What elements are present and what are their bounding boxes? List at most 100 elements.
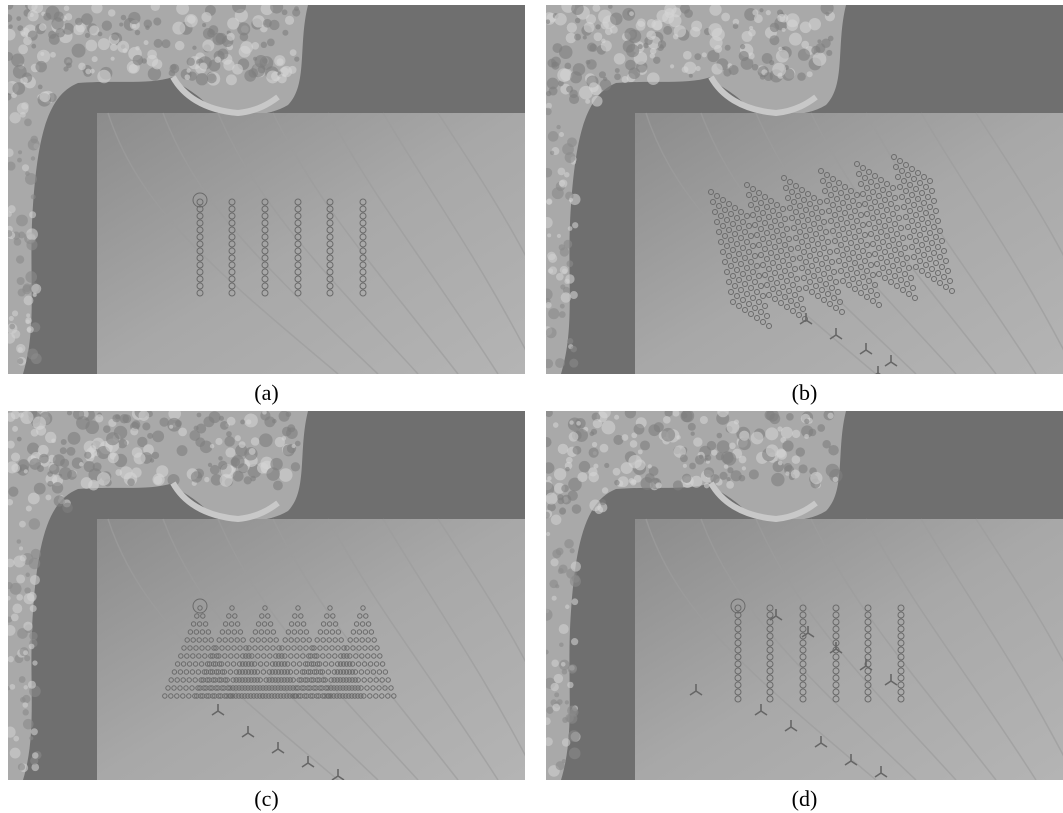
land-texture [726,477,730,481]
land-texture [593,419,602,428]
land-texture [560,304,565,309]
land-texture [204,477,209,482]
land-texture [152,59,162,69]
land-texture [557,234,561,238]
land-texture [589,431,594,436]
land-texture [235,435,241,441]
land-texture [600,499,606,505]
land-texture [554,468,566,480]
land-texture [169,425,173,429]
land-texture [61,439,67,445]
land-texture [35,61,46,72]
land-texture [207,73,217,83]
land-texture [551,660,558,667]
land-texture [691,432,695,436]
land-texture [145,25,150,30]
land-texture [569,420,573,424]
land-texture [766,444,779,457]
land-texture [699,455,704,460]
land-texture [567,338,573,344]
land-texture [32,660,37,665]
land-texture [559,132,564,137]
land-texture [28,681,36,689]
land-texture [215,438,222,445]
land-texture [813,52,827,66]
land-texture [240,420,245,425]
land-texture [792,430,800,438]
land-texture [79,462,84,467]
land-texture [54,495,65,506]
land-texture [571,561,581,571]
land-texture [547,59,556,68]
land-texture [766,10,771,15]
land-texture [290,49,297,56]
land-texture [31,284,41,294]
land-texture [196,73,208,85]
land-texture [771,473,784,486]
land-texture [26,239,37,250]
land-texture [86,40,98,52]
land-texture [561,292,571,302]
land-texture [9,684,15,690]
land-texture [9,324,15,330]
land-texture [17,539,22,544]
land-texture [603,77,607,81]
land-texture [257,462,268,473]
land-texture [648,464,652,468]
land-texture [765,427,778,440]
land-texture [613,468,621,476]
land-texture [106,432,119,445]
land-texture [291,462,300,471]
land-texture [12,310,18,316]
land-texture [549,266,557,274]
land-texture [601,421,615,435]
land-texture [171,64,177,70]
land-texture [98,38,110,50]
land-texture [97,70,111,84]
land-texture [29,518,40,529]
land-texture [253,57,257,61]
land-texture [277,58,284,65]
land-texture [708,23,722,37]
land-texture [98,32,103,37]
land-texture [202,40,214,52]
land-texture [199,63,207,71]
land-texture [261,42,267,48]
land-texture [133,55,144,66]
land-texture [629,11,634,16]
land-texture [658,40,666,48]
land-texture [18,150,22,154]
domain [635,519,1063,780]
land-texture [754,14,763,23]
land-texture [127,478,135,486]
land-texture [688,423,696,431]
land-texture [282,30,288,36]
land-texture [273,481,283,491]
land-texture [28,139,40,151]
land-texture [23,36,32,45]
land-texture [656,482,662,488]
land-texture [759,8,763,12]
land-texture [135,46,139,50]
land-texture [566,86,573,93]
land-texture [16,255,24,263]
land-texture [92,56,98,62]
land-texture [556,125,560,129]
land-texture [51,438,56,443]
land-texture [119,23,123,27]
land-texture [25,317,32,324]
land-texture [184,14,197,27]
land-texture [294,56,299,61]
land-texture [559,508,566,515]
land-texture [16,574,25,583]
land-texture [134,452,146,464]
land-texture [742,466,746,470]
land-texture [215,56,221,62]
map-panel [546,5,1063,374]
land-texture [576,421,581,426]
land-texture [817,424,825,432]
land-texture [586,60,591,65]
land-texture [749,469,759,479]
land-texture [147,50,157,60]
land-texture [259,433,273,447]
